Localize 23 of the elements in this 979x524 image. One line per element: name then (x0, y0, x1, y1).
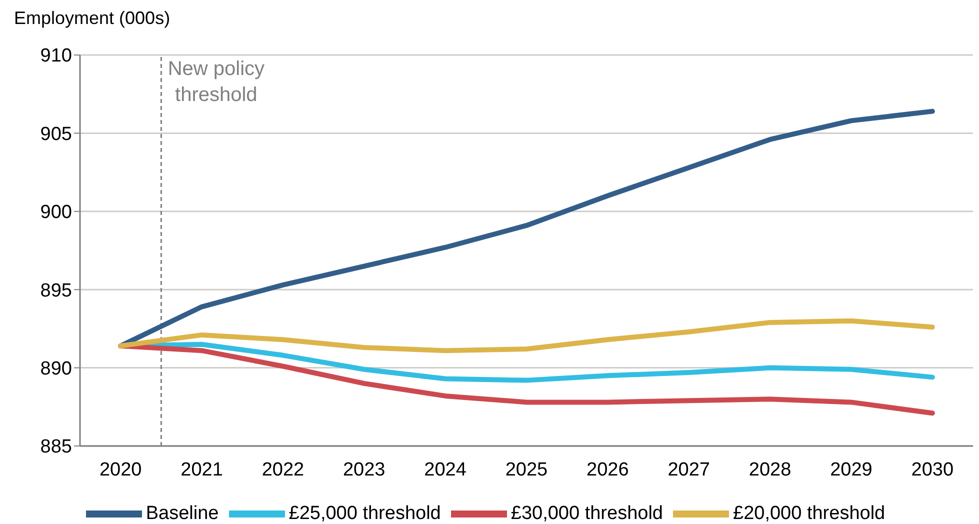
y-tick-label: 895 (40, 280, 72, 302)
legend-label: £30,000 threshold (510, 503, 663, 524)
x-tick-label: 2024 (424, 459, 467, 480)
x-tick-label: 2027 (668, 459, 710, 480)
x-tick-label: 2023 (342, 459, 386, 480)
x-tick-label: 2022 (262, 459, 304, 480)
legend-label: Baseline (146, 503, 219, 524)
y-tick-label: 910 (40, 46, 72, 67)
y-tick-label: 905 (40, 124, 72, 145)
y-tick-label: 900 (40, 202, 72, 224)
x-tick-label: 2025 (505, 459, 548, 480)
x-tick-label: 2026 (586, 459, 629, 480)
legend-label: £25,000 threshold (288, 503, 441, 524)
x-tick-label: 2030 (911, 459, 954, 480)
x-tick-label: 2028 (748, 459, 792, 480)
x-tick-label: 2029 (830, 459, 872, 480)
y-tick-label: 890 (40, 358, 72, 380)
y-tick-label: 885 (40, 436, 72, 458)
x-tick-label: 2020 (99, 459, 142, 480)
x-tick-label: 2021 (180, 459, 223, 480)
ref-line-label: New policy threshold (168, 58, 265, 106)
legend-label: £20,000 threshold (733, 503, 886, 524)
y-axis-title: Employment (000s) (14, 8, 170, 29)
